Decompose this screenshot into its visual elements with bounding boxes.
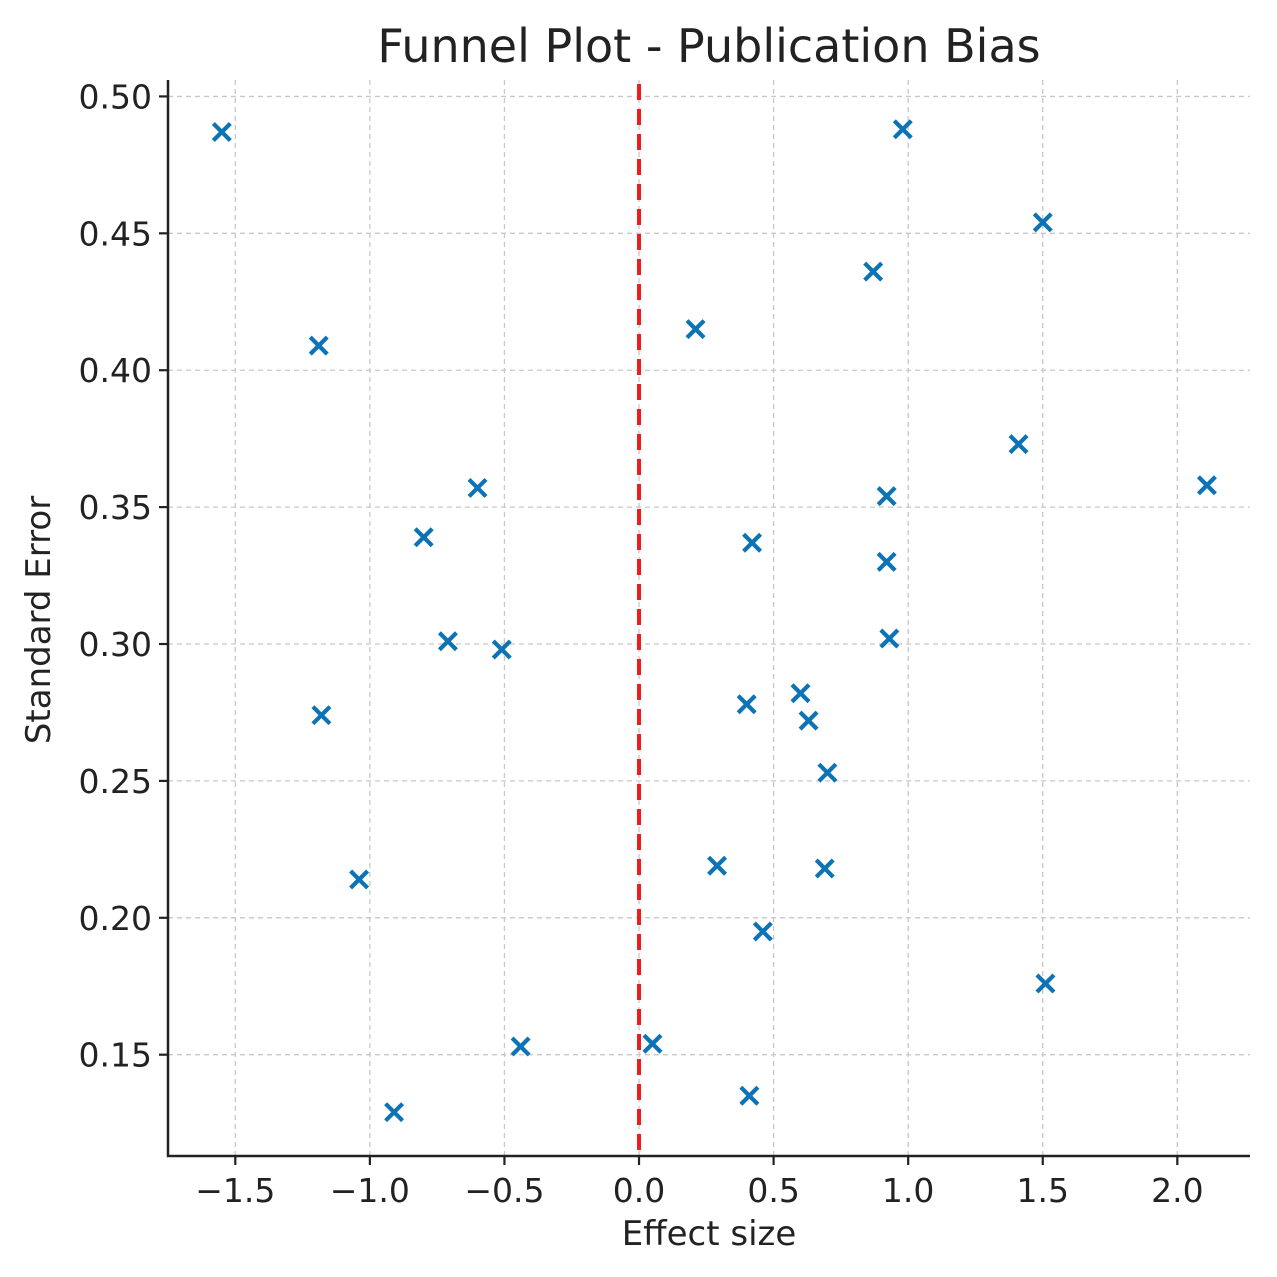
data-point-marker (308, 335, 329, 356)
data-point-marker (817, 762, 838, 783)
x-tick-label: −1.0 (330, 1171, 410, 1210)
data-point-marker (1032, 212, 1053, 233)
y-tick-label: 0.30 (79, 625, 152, 664)
x-axis-label: Effect size (622, 1214, 797, 1254)
x-tick-label: 0.5 (747, 1171, 799, 1210)
data-point-marker (739, 1085, 760, 1106)
x-tick-label: −1.5 (195, 1171, 275, 1210)
data-point-marker (742, 532, 763, 553)
x-tick-label: −0.5 (464, 1171, 544, 1210)
x-tick-label: 1.5 (1017, 1171, 1069, 1210)
data-point-marker (467, 477, 488, 498)
data-point-marker (685, 319, 706, 340)
data-point-marker (437, 631, 458, 652)
data-point-marker (790, 683, 811, 704)
data-point-marker (211, 122, 232, 143)
data-point-marker (876, 551, 897, 572)
data-point-marker (892, 119, 913, 140)
data-point-marker (1035, 973, 1056, 994)
y-tick-label: 0.20 (79, 899, 152, 938)
data-point-marker (752, 921, 773, 942)
x-tick-label: 0.0 (613, 1171, 665, 1210)
data-point-marker (491, 639, 512, 660)
y-tick-label: 0.15 (79, 1036, 152, 1075)
x-tick-label: 2.0 (1151, 1171, 1203, 1210)
data-points (211, 119, 1217, 1123)
data-point-marker (384, 1102, 405, 1123)
data-point-marker (413, 527, 434, 548)
data-point-marker (736, 694, 757, 715)
y-tick-label: 0.45 (79, 214, 152, 253)
data-point-marker (707, 855, 728, 876)
chart-title: Funnel Plot - Publication Bias (377, 19, 1040, 73)
data-point-marker (879, 628, 900, 649)
axes: −1.5 −1.0 −0.5 0.0 0.5 1.0 1.5 2.0 0.15 0.20 0.25 0… (79, 77, 1250, 1210)
data-point-marker (349, 869, 370, 890)
data-point-marker (1196, 475, 1217, 496)
data-point-marker (798, 710, 819, 731)
grid-lines (168, 80, 1250, 1156)
data-point-marker (1008, 434, 1029, 455)
y-tick-label: 0.40 (79, 351, 152, 390)
y-tick-label: 0.50 (79, 77, 152, 116)
y-axis-label: Standard Error (19, 496, 59, 744)
y-tick-label: 0.25 (79, 762, 152, 801)
axis-spines (166, 80, 1250, 1158)
data-point-marker (863, 261, 884, 282)
data-point-marker (510, 1036, 531, 1057)
data-point-marker (311, 705, 332, 726)
x-tick-label: 1.0 (882, 1171, 934, 1210)
data-point-marker (642, 1033, 663, 1054)
data-point-marker (876, 486, 897, 507)
data-point-marker (814, 858, 835, 879)
y-tick-label: 0.35 (79, 488, 152, 527)
